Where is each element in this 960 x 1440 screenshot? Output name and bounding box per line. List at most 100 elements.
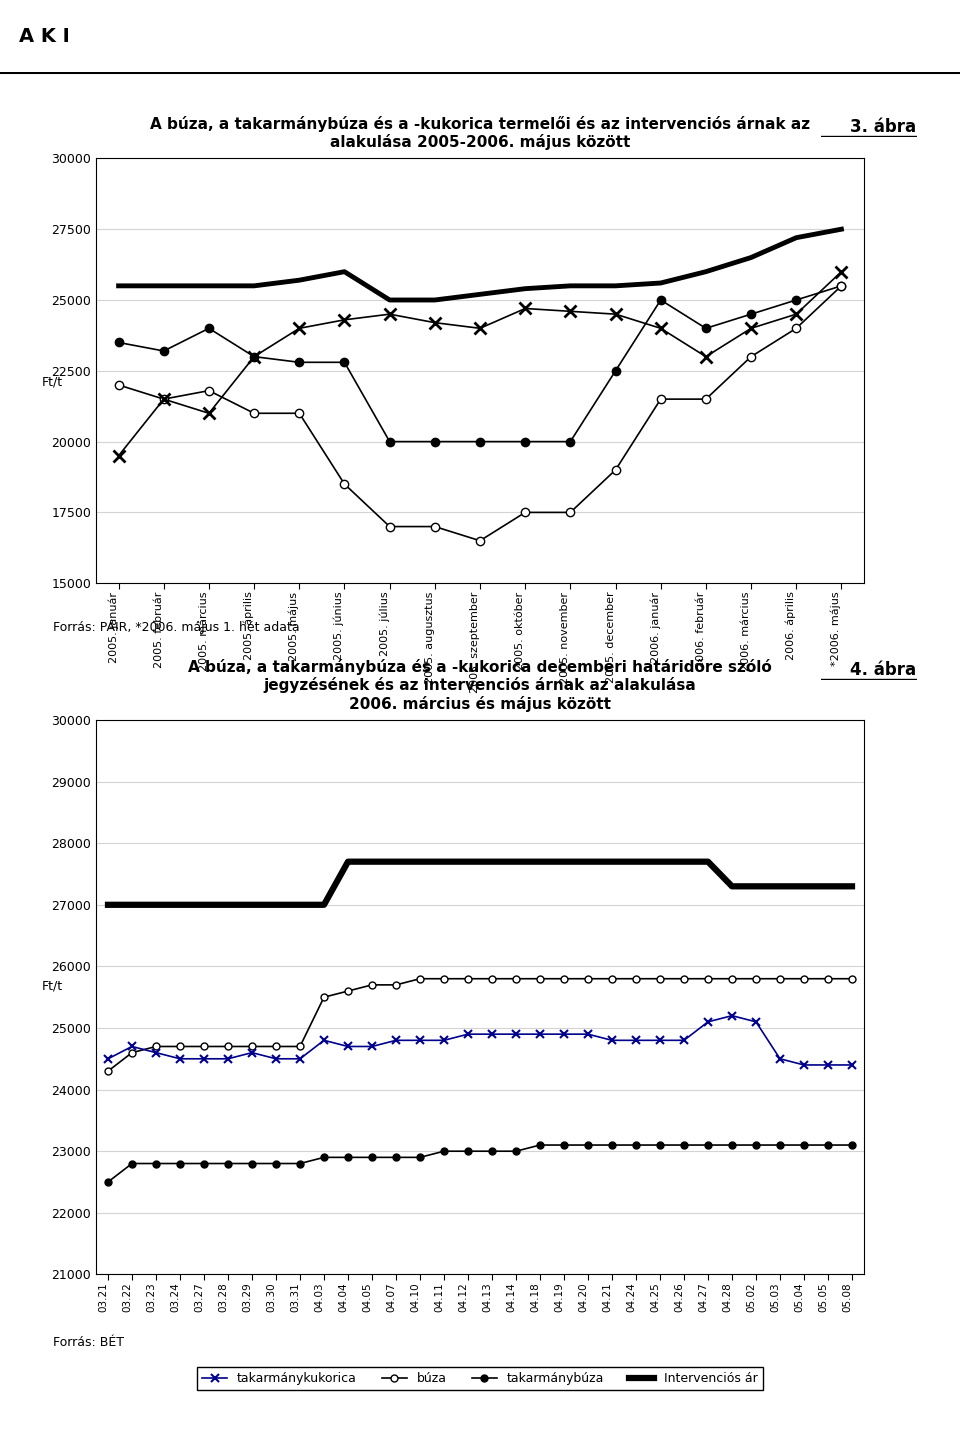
Intervenciós ár — [822, 878, 833, 896]
Intervenciós ár — [198, 896, 209, 913]
Intervenciós ár — [751, 878, 762, 896]
Text: Ft/t: Ft/t — [42, 979, 63, 994]
Búza — [113, 334, 125, 351]
Intervenciós ár — [113, 278, 125, 295]
takarmánykukorica — [438, 1031, 449, 1048]
Intervenciós ár — [246, 896, 257, 913]
Intervenciós ár — [342, 852, 353, 870]
Intervenciós ár — [438, 852, 449, 870]
búza — [534, 971, 545, 988]
takarmánykukorica — [534, 1025, 545, 1043]
takarmánybúza — [271, 1155, 282, 1172]
Intervenciós ár — [294, 272, 305, 289]
búza — [390, 976, 401, 994]
Takarmánybúza — [339, 475, 350, 492]
Line: búza: búza — [105, 975, 855, 1074]
takarmánybúza — [294, 1155, 305, 1172]
takarmánykukorica — [774, 1050, 785, 1067]
Búza — [655, 291, 666, 308]
Búza — [564, 433, 576, 451]
takarmánykukorica — [222, 1050, 234, 1067]
takarmánybúza — [534, 1136, 545, 1153]
takarmánybúza — [822, 1136, 833, 1153]
Line: Búza: Búza — [114, 282, 846, 446]
Intervenciós ár — [474, 285, 486, 302]
Takarmánybúza — [113, 376, 125, 393]
Takarmánykukorica — [339, 311, 350, 328]
Takarmánybúza — [158, 390, 170, 408]
Text: Ft/t: Ft/t — [42, 374, 63, 389]
Intervenciós ár — [511, 852, 522, 870]
Text: 3. ábra: 3. ábra — [851, 118, 916, 135]
takarmánybúza — [415, 1149, 426, 1166]
búza — [822, 971, 833, 988]
Takarmánybúza — [294, 405, 305, 422]
búza — [559, 971, 570, 988]
búza — [319, 989, 330, 1007]
takarmánybúza — [198, 1155, 209, 1172]
búza — [774, 971, 785, 988]
búza — [799, 971, 810, 988]
Takarmánybúza — [745, 348, 756, 366]
takarmánybúza — [342, 1149, 353, 1166]
Intervenciós ár — [222, 896, 234, 913]
Intervenciós ár — [339, 264, 350, 281]
Text: A K I: A K I — [19, 26, 70, 46]
takarmánybúza — [847, 1136, 858, 1153]
búza — [342, 982, 353, 999]
Intervenciós ár — [847, 878, 858, 896]
búza — [463, 971, 474, 988]
búza — [726, 971, 737, 988]
Takarmánybúza — [519, 504, 531, 521]
Takarmánykukorica — [745, 320, 756, 337]
Intervenciós ár — [249, 278, 260, 295]
Legend: Búza, Takarmánybúza, Takarmánykukorica, Intervenciós ár: Búza, Takarmánybúza, Takarmánykukorica, … — [196, 733, 764, 756]
Line: Takarmánykukorica: Takarmánykukorica — [113, 266, 847, 461]
búza — [607, 971, 618, 988]
Búza — [835, 278, 847, 295]
Búza — [204, 320, 215, 337]
takarmánykukorica — [607, 1031, 618, 1048]
búza — [198, 1038, 209, 1056]
búza — [127, 1044, 138, 1061]
Búza — [384, 433, 396, 451]
Takarmánykukorica — [249, 348, 260, 366]
Takarmánykukorica — [474, 320, 486, 337]
Búza — [610, 363, 621, 380]
Intervenciós ár — [271, 896, 282, 913]
takarmánybúza — [751, 1136, 762, 1153]
takarmánybúza — [582, 1136, 593, 1153]
takarmánybúza — [559, 1136, 570, 1153]
búza — [246, 1038, 257, 1056]
takarmánykukorica — [822, 1057, 833, 1074]
Title: A búza, a takarmánybúza és a -kukorica decemberi határidőre szóló
jegyzésének és: A búza, a takarmánybúza és a -kukorica d… — [188, 658, 772, 711]
Line: takarmánykukorica: takarmánykukorica — [104, 1011, 856, 1068]
búza — [150, 1038, 161, 1056]
takarmánybúza — [655, 1136, 666, 1153]
Intervenciós ár — [534, 852, 545, 870]
Intervenciós ár — [564, 278, 576, 295]
Takarmánykukorica — [790, 305, 802, 323]
Line: Takarmánybúza: Takarmánybúza — [114, 282, 846, 544]
búza — [655, 971, 666, 988]
búza — [294, 1038, 305, 1056]
Intervenciós ár — [429, 291, 441, 308]
Intervenciós ár — [678, 852, 689, 870]
Búza — [790, 291, 802, 308]
takarmánykukorica — [630, 1031, 641, 1048]
búza — [582, 971, 593, 988]
takarmánykukorica — [271, 1050, 282, 1067]
Intervenciós ár — [745, 249, 756, 266]
Intervenciós ár — [630, 852, 641, 870]
Takarmánykukorica — [429, 314, 441, 331]
Intervenciós ár — [150, 896, 161, 913]
takarmánybúza — [463, 1142, 474, 1159]
takarmánybúza — [246, 1155, 257, 1172]
takarmánybúza — [127, 1155, 138, 1172]
Intervenciós ár — [319, 896, 330, 913]
Intervenciós ár — [384, 291, 396, 308]
takarmánykukorica — [150, 1044, 161, 1061]
Intervenciós ár — [559, 852, 570, 870]
takarmánybúza — [175, 1155, 186, 1172]
takarmánybúza — [319, 1149, 330, 1166]
